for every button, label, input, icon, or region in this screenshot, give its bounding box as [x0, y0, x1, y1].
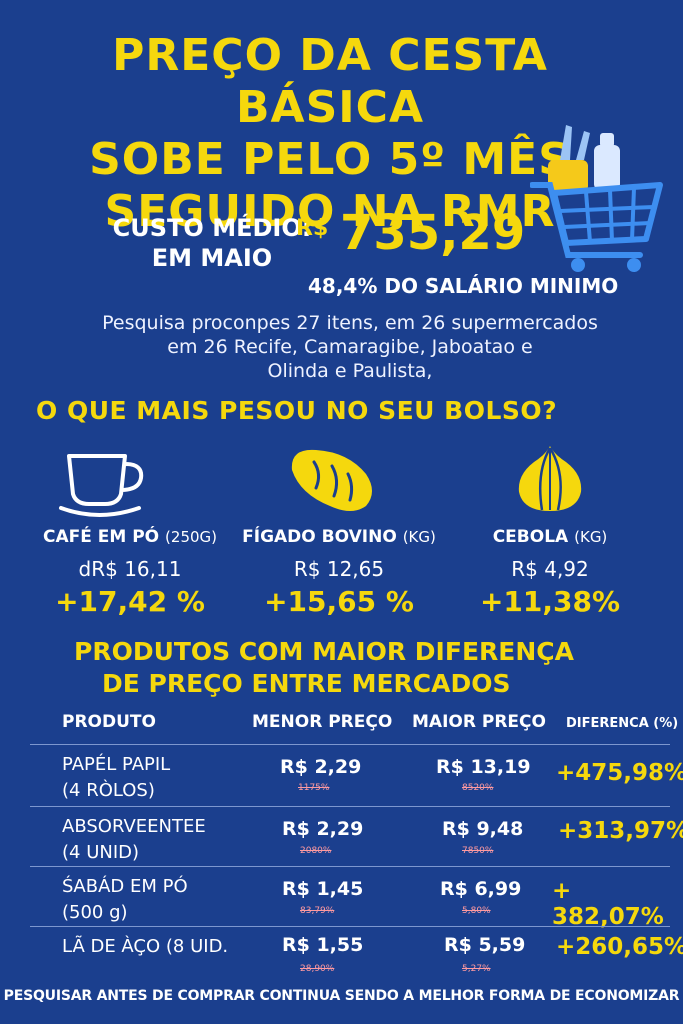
- table-row: ŚABÁD EM PÓ (500 g): [62, 874, 188, 926]
- headline-line-2: SOBE PELO 5º MÊS: [89, 134, 571, 185]
- max-price-note: 8520%: [462, 783, 494, 793]
- max-price: R$ 6,99: [440, 878, 522, 900]
- min-price: R$ 2,29: [282, 818, 364, 840]
- shopping-cart-icon: [530, 125, 663, 272]
- min-price: R$ 2,29: [280, 756, 362, 778]
- price-difference: +313,97%: [558, 818, 683, 844]
- item-name: CAFÉ EM PÓ (250G): [30, 527, 230, 547]
- table-divider: [30, 744, 670, 745]
- item-label: CEBOLA: [492, 527, 569, 547]
- description-line-1: Pesquisa proconpes 27 itens, em 26 super…: [102, 312, 598, 334]
- item-change: +17,42 %: [55, 585, 205, 618]
- item-label: FÍGADO BOVINO: [242, 527, 397, 547]
- section-title-price-difference: PRODUTOS COM MAIOR DIFERENÇA DE PREÇO EN…: [74, 636, 574, 700]
- item-onion: CEBOLA (KG) R$ 4,92 +11,38%: [460, 527, 640, 618]
- min-price: R$ 1,45: [282, 878, 364, 900]
- item-unit: (KG): [402, 528, 436, 546]
- product-line-2: (4 UNID): [62, 842, 140, 863]
- section2-line-1: PRODUTOS COM MAIOR DIFERENÇA: [74, 637, 574, 666]
- item-unit: (KG): [574, 528, 608, 546]
- headline-line-3: SEGUIDO NA RMR: [104, 186, 556, 237]
- item-price: R$ 4,92: [511, 557, 589, 581]
- liver-icon: [291, 449, 372, 511]
- coffee-cup-icon: [59, 454, 144, 517]
- cost-value: 735,29: [340, 205, 526, 261]
- section2-line-2: DE PREÇO ENTRE MERCADOS: [102, 669, 511, 698]
- item-name: CEBOLA (KG): [460, 527, 640, 547]
- item-price: dR$ 16,11: [78, 557, 182, 581]
- item-change: +11,38%: [479, 585, 621, 618]
- item-unit: (250G): [165, 528, 218, 546]
- item-label: CAFÉ EM PÓ: [42, 527, 160, 547]
- price-difference: +475,98%: [556, 760, 683, 786]
- item-price: R$ 12,65: [293, 557, 385, 581]
- item-name: FÍGADO BOVINO (KG): [234, 527, 444, 547]
- product-line-2: (500 g): [62, 902, 128, 923]
- item-change: +15,65 %: [264, 585, 414, 618]
- footer-advice: PESQUISAR ANTES DE COMPRAR CONTINUA SEND…: [3, 988, 680, 1004]
- product-line-1: LÃ DE ÀÇO (8 UID.: [62, 936, 229, 957]
- price-difference: +260,65%: [556, 934, 683, 960]
- table-row: LÃ DE ÀÇO (8 UID.: [62, 934, 228, 960]
- min-price-note: 83,79%: [300, 906, 335, 916]
- min-price: R$ 1,55: [282, 934, 364, 956]
- price-difference: + 382,07%: [552, 878, 664, 930]
- table-row: ABSORVEENTEE (4 UNID): [62, 814, 206, 866]
- table-divider: [30, 866, 670, 867]
- table-row: PAPÉL PAPIL (4 RÒLOS): [62, 752, 170, 804]
- table-divider: [30, 806, 670, 807]
- cost-label-line-1: CUSTO MÉDIO:: [112, 214, 312, 242]
- max-price-note: 5,80%: [462, 906, 491, 916]
- description-line-3: Olinda e Paulista,: [267, 360, 433, 382]
- min-price-note: 1175%: [298, 783, 330, 793]
- average-cost-label: CUSTO MÉDIO: EM MAIO: [92, 213, 332, 273]
- headline: PREÇO DA CESTA BÁSICA SOBE PELO 5º MÊS S…: [30, 30, 630, 238]
- description-line-2: em 26 Recife, Camaragibe, Jaboatao e: [167, 336, 533, 358]
- headline-line-1: PREÇO DA CESTA BÁSICA: [112, 30, 548, 133]
- column-header-product: PRODUTO: [62, 712, 156, 732]
- column-header-difference: DIFERENCA (%): [566, 716, 679, 731]
- onion-icon: [516, 442, 584, 514]
- max-price: R$ 5,59: [444, 934, 526, 956]
- min-price-note: 28,90%: [300, 964, 335, 974]
- column-header-min-price: MENOR PREÇO: [252, 712, 393, 732]
- item-liver: FÍGADO BOVINO (KG) R$ 12,65 +15,65 %: [234, 527, 444, 618]
- survey-description: Pesquisa proconpes 27 itens, em 26 super…: [90, 311, 610, 383]
- cost-label-line-2: EM MAIO: [151, 244, 273, 272]
- product-line-1: PAPÉL PAPIL: [62, 754, 171, 775]
- cost-currency: R$: [296, 216, 329, 241]
- max-price: R$ 13,19: [436, 756, 531, 778]
- min-price-note: 2080%: [300, 846, 332, 856]
- product-line-1: ABSORVEENTEE: [62, 816, 206, 837]
- max-price-note: 7850%: [462, 846, 494, 856]
- max-price: R$ 9,48: [442, 818, 524, 840]
- column-header-max-price: MAIOR PREÇO: [412, 712, 546, 732]
- salary-share: 48,4% DO SALÁRIO MINIMO: [308, 274, 619, 298]
- max-price-note: 5,27%: [462, 964, 491, 974]
- item-coffee: CAFÉ EM PÓ (250G) dR$ 16,11 +17,42 %: [30, 527, 230, 618]
- product-line-2: (4 RÒLOS): [62, 780, 155, 801]
- section-title-biggest-impact: O QUE MAIS PESOU NO SEU BOLSO?: [36, 396, 558, 425]
- table-divider: [30, 926, 670, 927]
- product-line-1: ŚABÁD EM PÓ: [62, 876, 188, 897]
